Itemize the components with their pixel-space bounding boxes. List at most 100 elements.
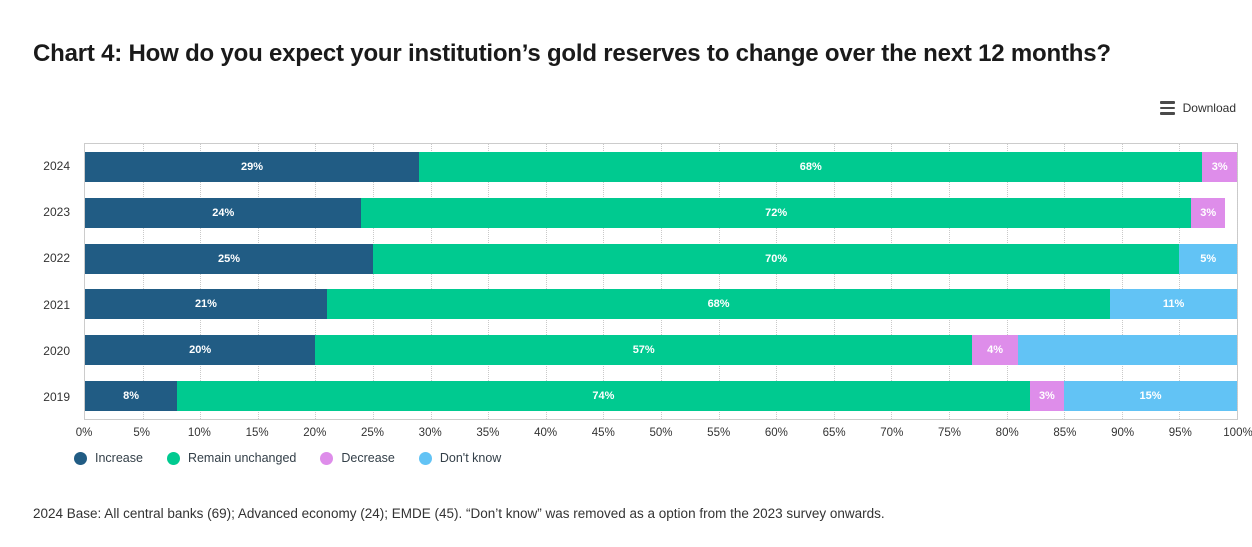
y-axis-label: 2024 <box>43 159 70 174</box>
x-axis-tick: 15% <box>245 427 269 439</box>
x-axis-tick: 75% <box>937 427 962 439</box>
bar-segment: 70% <box>373 243 1180 274</box>
bar-segment-label: 57% <box>632 344 655 357</box>
bar-segment: 21% <box>85 289 327 320</box>
gridline <box>718 144 720 419</box>
legend-marker-icon <box>418 451 432 465</box>
bar-segment-label: 24% <box>212 206 235 219</box>
bar-segment: 68% <box>419 151 1203 182</box>
x-axis-tick: 5% <box>133 427 150 439</box>
x-axis-tick: 40% <box>534 427 558 439</box>
bar-row-2021: 21% 68% 11% <box>85 289 1237 320</box>
gridline <box>833 144 835 419</box>
gridline <box>373 144 374 419</box>
y-axis-label: 2023 <box>43 205 70 220</box>
gridline <box>1121 144 1123 419</box>
x-axis-tick: 100% <box>1223 427 1252 439</box>
gridline <box>142 144 144 419</box>
y-axis-label: 2022 <box>43 251 70 266</box>
gridline <box>1006 144 1008 419</box>
legend-marker-icon <box>74 451 87 465</box>
x-axis-tick: 60% <box>764 427 788 439</box>
legend-item-remain-unchanged[interactable]: Remain unchanged <box>166 451 297 465</box>
bar-row-2024: 29% 68% 3% <box>85 151 1237 182</box>
base-note: 2024 Base: All central banks (69); Advan… <box>33 506 885 521</box>
bar-segment-label: 25% <box>217 252 241 265</box>
bar-segment: 25% <box>85 243 373 274</box>
x-axis-tick: 0% <box>75 427 93 439</box>
gridline <box>257 144 259 419</box>
bar-segment-label: 70% <box>765 252 788 265</box>
gridline <box>776 144 778 419</box>
legend-marker-icon <box>166 451 180 465</box>
download-label: Download <box>1182 101 1236 115</box>
legend-item-don-t-know[interactable]: Don't know <box>418 451 502 465</box>
legend-item-increase[interactable]: Increase <box>74 451 143 465</box>
gridline <box>200 144 202 419</box>
gridline <box>1064 144 1066 419</box>
bar-segment: 5% <box>1179 243 1237 274</box>
gridline <box>891 144 893 419</box>
x-axis-tick: 20% <box>303 427 327 439</box>
x-axis-tick: 70% <box>880 427 904 439</box>
download-button[interactable]: Download <box>1159 101 1236 115</box>
hamburger-menu-icon <box>1159 101 1175 115</box>
bar-segment: 24% <box>85 197 362 228</box>
x-axis-tick-labels: 0% 5% 10% 15% 20% 25% 30% 35% 40% 45% 50% 55% 60% 65%… <box>76 427 1252 441</box>
x-axis-tick: 45% <box>591 427 615 439</box>
x-axis-tick: 25% <box>360 427 385 439</box>
bar-segment: 3% <box>1202 151 1237 182</box>
bar-segment-label: 68% <box>799 160 822 173</box>
x-axis-tick: 80% <box>995 427 1019 439</box>
x-axis-tick: 95% <box>1168 427 1192 439</box>
bar-segment-label: 4% <box>987 344 1003 357</box>
gridline <box>1237 144 1238 419</box>
bar-segment: 72% <box>361 197 1191 228</box>
gridline <box>1179 144 1181 419</box>
bar-segment: 29% <box>85 151 420 182</box>
bar-segment-label: 21% <box>194 298 217 311</box>
y-axis-label: 2020 <box>43 343 70 358</box>
gridline <box>661 144 662 419</box>
bar-segment-label: 74% <box>592 390 615 403</box>
gridline <box>315 144 317 419</box>
bar-segment: 11% <box>1110 289 1237 320</box>
bar-segment: 57% <box>315 335 973 366</box>
bar-row-2023: 24% 72% 3% <box>85 197 1237 228</box>
x-axis-tick: 85% <box>1053 427 1077 439</box>
bar-segment-label: 15% <box>1139 390 1162 403</box>
bar-row-2022: 25% 70% 5% <box>85 243 1237 274</box>
bar-segment-label: 5% <box>1200 252 1217 265</box>
x-axis-tick: 30% <box>418 427 442 439</box>
bar-row-2020: 20% 57% 4% <box>85 335 1237 366</box>
x-axis-tick: 65% <box>822 427 846 439</box>
bar-segment <box>1018 335 1237 366</box>
x-axis-tick: 90% <box>1111 427 1135 439</box>
gridline <box>545 144 547 419</box>
bar-rows: 29% 68% 3% 24% 72% 3% 25% 70% 5% 21% 68% 11% 20% 57% 4… <box>85 144 1237 419</box>
gridline <box>603 144 605 419</box>
legend-item-decrease[interactable]: Decrease <box>320 451 395 465</box>
y-axis-labels: 2024 2023 2022 2021 2020 2019 <box>0 143 70 420</box>
bar-segment-label: 72% <box>765 206 788 219</box>
legend-label: Don't know <box>439 451 502 465</box>
legend-label: Decrease <box>341 451 395 465</box>
bar-segment: 4% <box>972 335 1019 366</box>
bar-segment-label: 3% <box>1200 206 1217 219</box>
bar-segment: 15% <box>1064 381 1237 412</box>
bar-row-2019: 8% 74% 3% 15% <box>85 381 1237 412</box>
x-axis-tick: 55% <box>707 427 731 439</box>
plot-area: 29% 68% 3% 24% 72% 3% 25% 70% 5% 21% 68% 11% 20% 57% 4… <box>84 143 1238 420</box>
gridline <box>430 144 432 419</box>
bar-segment: 3% <box>1029 381 1065 412</box>
bar-segment: 74% <box>177 381 1030 412</box>
y-axis-label: 2021 <box>43 297 70 312</box>
bar-segment-label: 20% <box>189 344 212 357</box>
y-axis-label: 2019 <box>43 389 70 404</box>
bar-segment-label: 8% <box>123 390 140 403</box>
bar-segment: 3% <box>1190 197 1226 228</box>
bar-segment: 8% <box>85 381 178 412</box>
legend: Increase Remain unchanged Decrease Don't kn… <box>74 451 501 465</box>
x-axis-tick: 35% <box>476 427 500 439</box>
legend-label: Remain unchanged <box>187 451 297 465</box>
